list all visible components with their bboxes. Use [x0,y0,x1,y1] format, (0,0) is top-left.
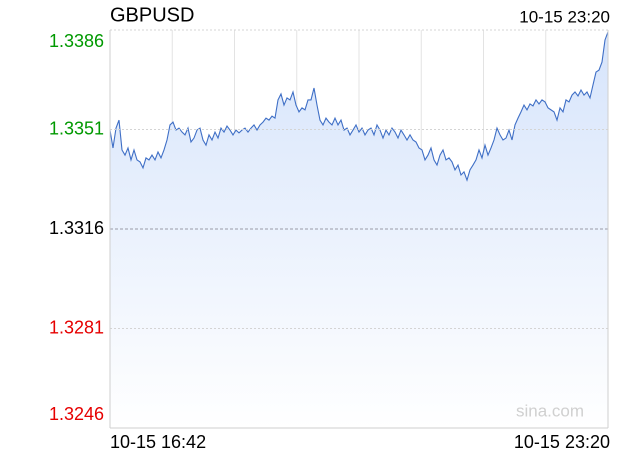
x-tick-label: 10-15 23:20 [514,432,610,452]
x-tick-label: 10-15 16:42 [110,432,206,452]
y-tick-label: 1.3386 [49,31,104,51]
chart-title: GBPUSD [110,4,194,26]
price-line [109,31,609,182]
timestamp: 10-15 23:20 [519,7,610,26]
y-tick-label: 1.3316 [49,218,104,238]
watermark: sina.com [516,401,584,420]
y-tick-label: 1.3281 [49,317,104,337]
y-tick-label: 1.3246 [49,404,104,424]
y-tick-label: 1.3351 [49,118,104,138]
